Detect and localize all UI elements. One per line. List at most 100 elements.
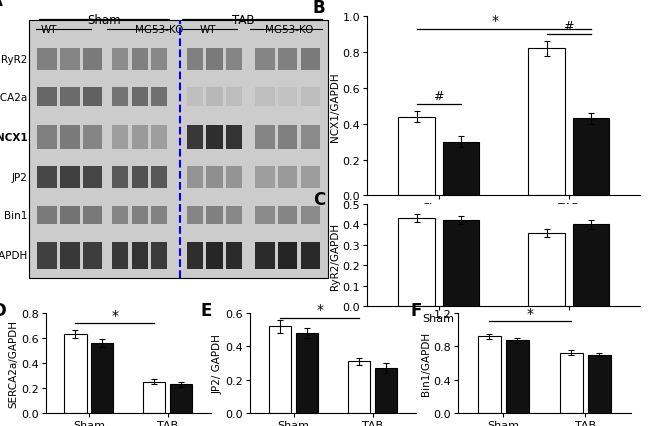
Bar	[170, 384, 192, 413]
Bar	[506, 341, 529, 413]
Bar	[131, 167, 148, 189]
Bar	[226, 242, 242, 269]
Bar	[398, 117, 435, 196]
Bar	[187, 242, 203, 269]
Y-axis label: RyR2/GAPDH: RyR2/GAPDH	[330, 222, 340, 289]
Bar	[296, 333, 318, 413]
Bar	[300, 126, 320, 150]
Bar	[83, 207, 103, 224]
Text: B: B	[313, 0, 325, 17]
Bar	[151, 207, 168, 224]
Bar	[187, 88, 203, 106]
Bar	[38, 126, 57, 150]
Bar	[348, 362, 370, 413]
Bar	[60, 126, 79, 150]
Bar	[38, 167, 57, 189]
Bar	[38, 242, 57, 269]
Bar	[187, 126, 203, 150]
Bar	[131, 126, 148, 150]
Text: MG53-KO: MG53-KO	[265, 25, 313, 35]
Y-axis label: NCX1/GAPDH: NCX1/GAPDH	[330, 72, 340, 141]
Bar	[226, 49, 242, 70]
Bar	[255, 167, 274, 189]
Bar	[38, 49, 57, 70]
Text: A: A	[0, 0, 3, 10]
Bar	[207, 126, 222, 150]
Bar	[528, 233, 565, 307]
Text: F: F	[410, 301, 421, 319]
Y-axis label: JP2/ GAPDH: JP2/ GAPDH	[213, 333, 223, 393]
Bar	[83, 242, 103, 269]
Bar	[112, 49, 129, 70]
Bar	[269, 326, 291, 413]
Bar	[60, 207, 79, 224]
Bar	[207, 167, 222, 189]
Y-axis label: SERCA2a/GAPDH: SERCA2a/GAPDH	[8, 319, 18, 407]
Bar	[131, 242, 148, 269]
Y-axis label: Bin1/GAPDH: Bin1/GAPDH	[421, 331, 431, 395]
Bar	[300, 167, 320, 189]
Bar	[207, 207, 222, 224]
Bar	[255, 88, 274, 106]
Bar	[443, 142, 479, 196]
Bar	[151, 126, 168, 150]
Bar	[560, 353, 583, 413]
Bar	[255, 242, 274, 269]
Text: #: #	[564, 20, 574, 33]
Bar	[278, 88, 298, 106]
Text: *: *	[316, 302, 323, 317]
Bar	[255, 49, 274, 70]
Text: MG53-KO: MG53-KO	[135, 25, 183, 35]
Text: Sham: Sham	[87, 14, 121, 27]
Bar	[255, 126, 274, 150]
Bar	[478, 337, 501, 413]
Bar	[398, 219, 435, 307]
Bar	[112, 242, 129, 269]
Bar	[278, 167, 298, 189]
Text: #: #	[434, 90, 444, 103]
Bar	[60, 88, 79, 106]
Bar	[375, 368, 397, 413]
Bar	[91, 343, 113, 413]
Text: SERCA2a: SERCA2a	[0, 92, 27, 102]
Bar	[443, 221, 479, 307]
Bar	[588, 355, 611, 413]
Bar	[112, 167, 129, 189]
Bar	[151, 167, 168, 189]
Text: JP2: JP2	[12, 173, 27, 183]
Text: GAPDH: GAPDH	[0, 250, 27, 261]
Text: Bin1: Bin1	[5, 210, 27, 220]
Bar	[112, 126, 129, 150]
Bar	[151, 88, 168, 106]
Bar	[131, 207, 148, 224]
Bar	[300, 207, 320, 224]
Text: *: *	[491, 14, 498, 28]
Bar	[573, 225, 609, 307]
Bar	[300, 88, 320, 106]
Bar	[278, 126, 298, 150]
Text: *: *	[111, 308, 118, 322]
Bar	[278, 242, 298, 269]
Bar	[255, 207, 274, 224]
Text: RyR2: RyR2	[1, 55, 27, 65]
Bar	[187, 207, 203, 224]
Bar	[144, 382, 166, 413]
Text: E: E	[200, 301, 212, 319]
Bar	[226, 167, 242, 189]
Text: TAB: TAB	[233, 14, 255, 27]
Bar	[207, 49, 222, 70]
Bar	[187, 167, 203, 189]
Bar	[226, 88, 242, 106]
Bar	[207, 242, 222, 269]
Bar	[83, 126, 103, 150]
Bar	[38, 207, 57, 224]
Bar	[187, 49, 203, 70]
Bar	[131, 88, 148, 106]
Bar	[278, 207, 298, 224]
Bar	[300, 49, 320, 70]
Bar	[151, 49, 168, 70]
Bar	[207, 88, 222, 106]
Text: C: C	[313, 190, 325, 208]
Text: NCX1: NCX1	[0, 132, 27, 143]
Text: WT: WT	[200, 25, 216, 35]
